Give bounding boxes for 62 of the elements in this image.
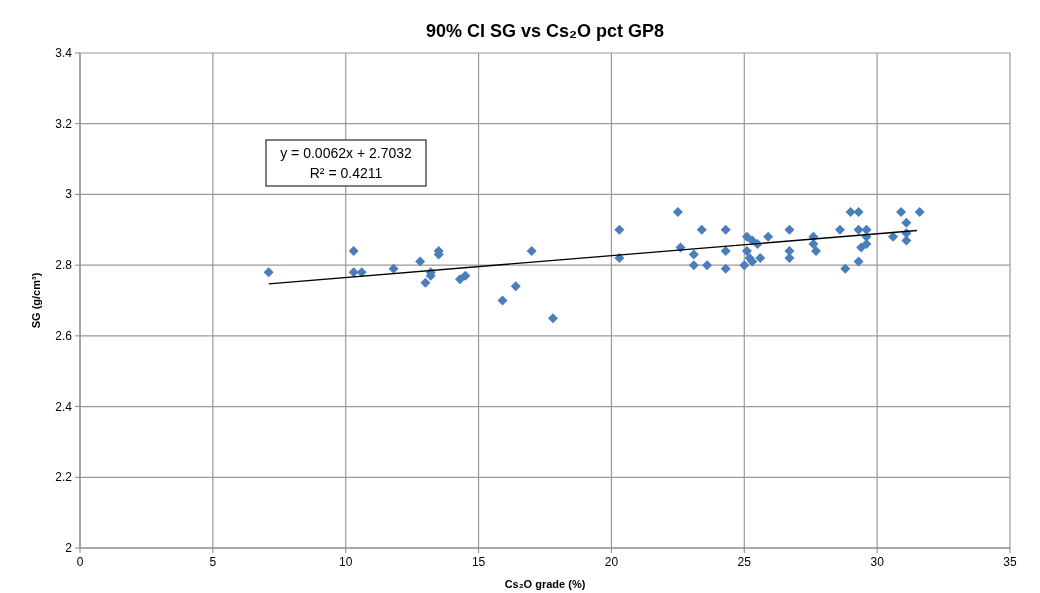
point [896,207,907,218]
point [901,217,912,228]
y-tick-label: 2.6 [55,328,73,343]
point [720,224,731,235]
point [263,267,274,278]
point [696,224,707,235]
point [460,270,471,281]
x-tick-label: 35 [1003,555,1017,569]
point [741,246,752,256]
point [526,246,537,256]
point [784,253,795,264]
point [547,313,558,324]
y-tick-label: 2 [65,541,73,555]
point [688,249,699,260]
point [840,263,851,274]
point [688,260,699,271]
point [356,267,367,278]
point [454,274,465,285]
x-tick-label: 15 [471,555,486,569]
x-tick-label: 10 [339,555,353,569]
point [741,231,752,242]
point [856,242,867,253]
point [497,295,508,306]
y-tick-label: 2.2 [55,470,73,485]
point [853,224,864,235]
point [720,246,731,256]
point [834,224,845,235]
point [853,256,864,267]
x-tick-label: 30 [870,555,885,569]
y-tick-label: 2.4 [55,399,73,414]
point [763,231,774,242]
point [845,207,856,218]
point [784,224,795,235]
point [348,246,359,256]
point [702,260,713,271]
point [755,253,766,264]
point [348,267,359,278]
point [672,207,683,218]
annotation: y = 0.0062x + 2.7032 R² = 0.4211 [280,145,412,181]
point [888,231,899,242]
point [784,246,795,256]
point [510,281,521,292]
point [614,224,625,235]
x-axis-title: Cs₂O grade (%) [504,578,586,590]
chart-title: 90% CI SG vs Cs₂O pct GP8 [425,21,665,41]
point [415,256,426,267]
x-tick-label: 5 [209,555,217,569]
point [811,246,822,256]
point [914,207,925,218]
x-tick-label: 25 [737,555,752,569]
point [739,260,750,271]
y-tick-label: 3.2 [55,116,73,131]
y-tick-label: 2.8 [55,258,73,273]
point [853,207,864,218]
point [388,263,399,274]
y-axis-title: SG (g/cm³) [30,272,42,329]
x-tick-label: 20 [604,555,619,569]
x-tick-label: 0 [76,555,84,569]
y-tick-label: 3 [65,187,73,202]
point [420,277,431,288]
point [720,263,731,274]
y-tick-label: 3.4 [55,46,73,60]
